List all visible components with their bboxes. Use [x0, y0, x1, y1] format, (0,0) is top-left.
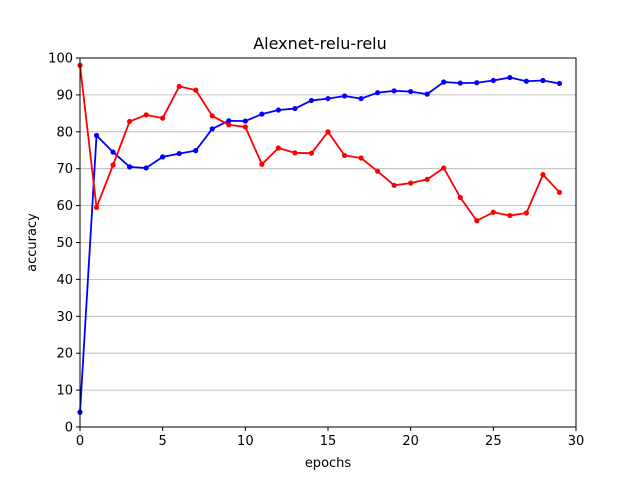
y-tick-label: 50: [56, 236, 73, 251]
data-point: [110, 162, 116, 168]
data-point: [490, 209, 496, 215]
data-point: [160, 115, 166, 121]
data-point: [209, 113, 215, 119]
data-point: [242, 118, 248, 124]
y-tick-label: 10: [56, 384, 73, 399]
gridlines: [80, 57, 576, 428]
data-point: [474, 80, 480, 86]
data-point: [490, 77, 496, 84]
y-axis-label: accuracy: [25, 213, 40, 272]
x-tick-label: 25: [485, 434, 502, 449]
data-point: [341, 93, 348, 99]
data-point: [275, 107, 281, 113]
y-tick-label: 30: [56, 310, 73, 325]
x-axis: 0 5 10 15 20 25 30: [76, 427, 584, 449]
data-point: [507, 212, 513, 219]
data-point: [474, 218, 480, 224]
data-point: [391, 182, 397, 188]
y-tick-label: 90: [56, 88, 73, 103]
y-tick-label: 40: [56, 273, 73, 288]
data-point: [209, 126, 215, 132]
data-point: [325, 95, 331, 102]
data-point: [523, 78, 530, 84]
y-tick-label: 70: [56, 162, 73, 177]
y-tick-label: 20: [56, 347, 73, 362]
chart-title: Alexnet-relu-relu: [253, 34, 387, 53]
data-point: [457, 80, 463, 86]
data-point: [358, 95, 364, 102]
x-tick-label: 20: [402, 434, 419, 449]
data-point: [93, 132, 100, 139]
data-point: [457, 194, 463, 201]
y-tick-label: 100: [48, 52, 73, 67]
data-point: [441, 79, 447, 85]
data-point: [441, 165, 447, 171]
data-point: [160, 154, 166, 160]
x-tick-label: 15: [320, 434, 337, 449]
y-axis: 0 10 20 30 40 50 60 70 80 90 100: [48, 52, 80, 436]
x-tick-label: 30: [568, 434, 585, 449]
data-point: [308, 97, 315, 104]
series-0: [77, 74, 563, 415]
data-point: [226, 118, 232, 124]
data-point: [143, 112, 149, 118]
data-point: [507, 74, 513, 81]
series-layer: [77, 62, 563, 415]
data-point: [110, 149, 116, 155]
x-tick-label: 10: [237, 434, 254, 449]
data-point: [325, 129, 331, 135]
data-point: [93, 204, 100, 211]
data-point: [275, 145, 281, 151]
x-axis-label: epochs: [305, 456, 352, 471]
data-point: [176, 150, 182, 157]
data-point: [375, 90, 381, 96]
data-point: [259, 161, 265, 167]
data-point: [540, 77, 546, 84]
y-tick-label: 80: [56, 125, 73, 140]
data-point: [556, 80, 563, 87]
data-point: [193, 87, 199, 93]
data-point: [408, 88, 414, 95]
data-point: [523, 210, 530, 216]
data-point: [292, 150, 298, 156]
data-point: [540, 172, 546, 178]
data-point: [375, 168, 381, 174]
data-point: [176, 83, 182, 90]
data-point: [259, 111, 265, 117]
data-point: [127, 118, 133, 125]
data-point: [424, 176, 430, 183]
y-tick-label: 0: [65, 421, 73, 436]
data-point: [143, 165, 149, 171]
x-tick-label: 0: [76, 434, 84, 449]
data-point: [391, 88, 397, 94]
series-1: [77, 62, 563, 224]
series-line: [79, 65, 561, 222]
y-tick-label: 60: [56, 199, 73, 214]
data-point: [292, 105, 298, 112]
data-point: [127, 164, 133, 170]
data-point: [358, 155, 364, 161]
data-point: [193, 148, 199, 154]
data-point: [226, 122, 232, 128]
data-point: [308, 150, 315, 156]
data-point: [424, 91, 430, 97]
data-point: [341, 152, 348, 159]
data-point: [242, 124, 248, 130]
series-line: [79, 76, 560, 413]
x-tick-label: 5: [159, 434, 167, 449]
data-point: [556, 189, 563, 195]
data-point: [408, 180, 414, 186]
